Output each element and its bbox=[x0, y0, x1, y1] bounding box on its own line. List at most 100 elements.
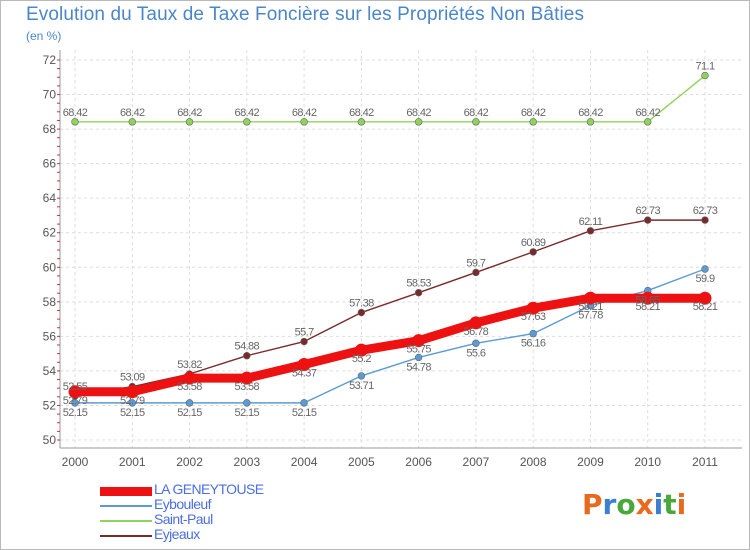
data-label: 54.37 bbox=[292, 368, 317, 380]
data-label: 62.73 bbox=[635, 205, 660, 217]
data-label: 54.88 bbox=[235, 341, 260, 353]
data-point bbox=[529, 248, 537, 256]
data-point bbox=[414, 118, 423, 126]
data-point bbox=[68, 385, 82, 399]
data-label: 57.78 bbox=[578, 310, 603, 322]
legend-swatch bbox=[100, 520, 152, 522]
data-point bbox=[297, 358, 311, 372]
data-label: 62.73 bbox=[693, 205, 718, 217]
data-label: 55.7 bbox=[295, 327, 314, 339]
series-line-2 bbox=[74, 74, 706, 123]
data-label: 71.1 bbox=[695, 61, 714, 73]
y-tick-label: 52 bbox=[43, 398, 57, 412]
data-label: 56.16 bbox=[521, 338, 546, 350]
y-tick-label: 70 bbox=[43, 88, 57, 102]
logo-letter: P bbox=[582, 488, 603, 521]
data-point bbox=[469, 316, 483, 330]
logo-letter: t bbox=[663, 488, 677, 521]
data-point bbox=[701, 265, 709, 273]
y-tick-label: 68 bbox=[43, 122, 57, 136]
logo-letter: i bbox=[676, 488, 687, 521]
data-point bbox=[183, 371, 197, 385]
data-label: 68.42 bbox=[349, 107, 374, 119]
data-label: 59.7 bbox=[466, 257, 485, 269]
data-label: 68.42 bbox=[635, 107, 660, 119]
data-point bbox=[357, 372, 366, 380]
data-label: 68.42 bbox=[63, 107, 88, 119]
series-line-1 bbox=[74, 268, 706, 404]
data-point bbox=[128, 118, 136, 126]
x-tick-label: 2011 bbox=[692, 455, 718, 469]
data-point bbox=[644, 118, 652, 126]
data-point bbox=[412, 334, 426, 348]
data-label: 53.58 bbox=[235, 381, 260, 393]
data-point bbox=[701, 216, 709, 224]
data-label: 68.42 bbox=[235, 107, 260, 119]
data-point bbox=[354, 343, 368, 357]
data-point bbox=[414, 353, 423, 362]
y-tick-label: 64 bbox=[43, 191, 57, 205]
legend-label: LA GENEYTOUSE bbox=[154, 481, 264, 497]
data-label: 53.71 bbox=[349, 380, 374, 392]
legend-item: Saint-Paul bbox=[100, 511, 320, 528]
legend-label: Eybouleuf bbox=[154, 496, 211, 512]
y-tick-label: 54 bbox=[43, 364, 57, 378]
data-point bbox=[240, 371, 254, 385]
legend-item: Eyjeaux bbox=[100, 526, 320, 543]
x-tick-label: 2000 bbox=[62, 455, 89, 469]
data-label: 55.75 bbox=[406, 344, 431, 356]
data-point bbox=[472, 268, 480, 277]
data-label: 58.65 bbox=[635, 295, 660, 307]
data-label: 53.58 bbox=[177, 381, 202, 393]
data-label: 57.38 bbox=[349, 298, 374, 310]
data-point bbox=[71, 118, 79, 126]
data-label: 54.78 bbox=[406, 361, 431, 373]
series-line-0 bbox=[70, 293, 710, 397]
data-point bbox=[125, 385, 139, 399]
data-point bbox=[300, 399, 308, 407]
data-label: 60.89 bbox=[521, 237, 546, 249]
data-point bbox=[583, 291, 597, 305]
y-tick-label: 60 bbox=[43, 260, 57, 274]
data-point bbox=[300, 118, 308, 126]
data-label: 58.53 bbox=[406, 278, 431, 290]
data-label: 52.15 bbox=[235, 407, 260, 419]
legend-item: LA GENEYTOUSE bbox=[100, 481, 320, 498]
data-label: 52.15 bbox=[177, 407, 202, 419]
data-label: 68.42 bbox=[406, 107, 431, 119]
data-label: 58.21 bbox=[578, 301, 603, 313]
data-point bbox=[472, 339, 480, 347]
data-point bbox=[698, 291, 712, 305]
legend-label: Saint-Paul bbox=[154, 511, 213, 527]
legend-swatch bbox=[100, 486, 152, 496]
legend-swatch bbox=[100, 505, 152, 507]
y-tick-label: 50 bbox=[43, 433, 57, 447]
logo-letter: x bbox=[635, 488, 654, 521]
data-label: 52.79 bbox=[120, 395, 145, 407]
x-tick-label: 2010 bbox=[634, 455, 661, 469]
data-point bbox=[472, 118, 480, 126]
legend-label: Eyjeaux bbox=[154, 526, 200, 542]
data-point bbox=[71, 399, 79, 407]
x-tick-label: 2008 bbox=[520, 455, 547, 469]
y-tick-label: 58 bbox=[43, 295, 57, 309]
x-tick-label: 2007 bbox=[463, 455, 490, 469]
data-label: 52.15 bbox=[292, 407, 317, 419]
data-label: 52.15 bbox=[63, 407, 88, 419]
x-tick-label: 2001 bbox=[119, 455, 146, 469]
data-point bbox=[529, 329, 537, 338]
logo-letter: i bbox=[653, 488, 664, 521]
data-point bbox=[586, 118, 595, 126]
data-point bbox=[414, 288, 423, 297]
series-line-3 bbox=[74, 219, 706, 397]
y-tick-label: 72 bbox=[43, 53, 57, 67]
x-tick-label: 2004 bbox=[291, 455, 318, 469]
data-point bbox=[586, 227, 595, 235]
data-label: 53.09 bbox=[120, 372, 145, 384]
y-tick-label: 56 bbox=[43, 329, 57, 343]
data-label: 68.42 bbox=[521, 107, 546, 119]
data-label: 56.78 bbox=[464, 326, 489, 338]
x-tick-label: 2009 bbox=[577, 455, 604, 469]
data-point bbox=[526, 301, 540, 315]
